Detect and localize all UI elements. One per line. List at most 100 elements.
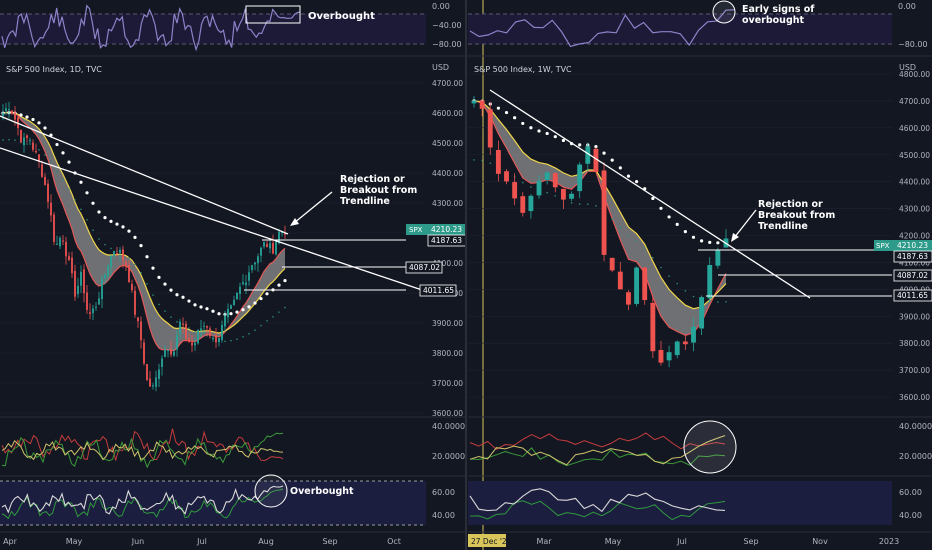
left-slow-ma-dot bbox=[110, 247, 112, 250]
right-ma-dot bbox=[529, 126, 533, 130]
left-adx-line bbox=[1, 439, 284, 461]
right-candle-body bbox=[471, 100, 477, 104]
right-slow-ma-dot bbox=[521, 181, 524, 184]
left-candle-body bbox=[95, 306, 97, 308]
left-ma-dot bbox=[247, 305, 251, 309]
left-candle-body bbox=[173, 351, 175, 356]
left-candle-body bbox=[119, 249, 121, 253]
left-candle-body bbox=[14, 112, 16, 120]
right-slow-ma-dot bbox=[578, 203, 581, 205]
right-candle-body bbox=[577, 164, 583, 192]
left-ma-dot bbox=[79, 180, 83, 184]
left-candle-body bbox=[188, 338, 190, 342]
left-slow-ma-dot bbox=[170, 316, 172, 318]
right-level-badge-2 bbox=[893, 269, 932, 282]
left-slow-ma-dot bbox=[38, 149, 40, 151]
left-slow-ma-dot bbox=[272, 316, 274, 318]
right-slow-ma-dot bbox=[668, 275, 670, 277]
right-stoch-tick-1: 40.00 bbox=[899, 511, 922, 520]
left-dmi-pane: 40.0000 20.0000 bbox=[1, 422, 465, 469]
right-time-axis: Mar May Jul Sep Nov 2023 bbox=[536, 537, 899, 546]
left-ma-dot bbox=[31, 117, 35, 122]
right-trendline bbox=[489, 89, 811, 299]
left-candle-body bbox=[161, 358, 163, 367]
left-candle-body bbox=[182, 323, 184, 325]
left-candle-body bbox=[62, 240, 64, 242]
right-ma-dot bbox=[578, 143, 582, 147]
left-y-tick-label: 3900.00 bbox=[432, 319, 463, 328]
left-slow-ma-dot bbox=[254, 329, 256, 331]
left-candle-body bbox=[44, 176, 46, 186]
right-slow-ma-dot bbox=[643, 247, 646, 249]
left-ma-dot bbox=[43, 126, 47, 130]
left-candle-body bbox=[128, 264, 130, 283]
left-candle-body bbox=[98, 298, 100, 305]
left-candle-body bbox=[164, 349, 166, 357]
right-candle-body bbox=[609, 257, 615, 271]
left-ma-dot bbox=[133, 235, 137, 240]
left-slow-ma-dot bbox=[104, 243, 106, 246]
left-y-tick-label: 4700.00 bbox=[432, 79, 463, 88]
left-slow-ma-dot bbox=[140, 271, 142, 274]
right-ma-dot bbox=[708, 240, 712, 244]
left-level-badge-3 bbox=[419, 284, 457, 297]
right-month-label: Sep bbox=[743, 537, 758, 546]
left-ema-slow-line bbox=[2, 111, 286, 334]
right-top-tick-1: −80.00 bbox=[898, 40, 928, 49]
right-price-badge bbox=[894, 240, 932, 251]
right-y-tick-label: 4800.00 bbox=[899, 70, 930, 79]
right-candle-body bbox=[487, 109, 493, 148]
left-candle-body bbox=[224, 315, 226, 327]
left-slow-ma-dot bbox=[278, 311, 280, 313]
right-slow-ma-dot bbox=[717, 301, 719, 303]
left-ma-dot bbox=[103, 216, 107, 220]
left-candle-body bbox=[185, 323, 187, 339]
left-spx-tag bbox=[406, 224, 428, 235]
right-ma-dot bbox=[700, 239, 704, 243]
right-candle-body bbox=[658, 350, 664, 363]
left-slow-ma-dot bbox=[194, 331, 196, 333]
left-ma-dot bbox=[205, 307, 209, 311]
right-ema-slow-line bbox=[473, 100, 727, 310]
right-ma-dot bbox=[513, 116, 517, 120]
left-ma-dot bbox=[265, 292, 269, 296]
right-level-badge-1-text: 4187.63 bbox=[897, 252, 928, 261]
left-slow-ma-dot bbox=[134, 263, 136, 266]
left-month-label: Jul bbox=[196, 537, 207, 546]
left-stoch-tick-0: 60.00 bbox=[432, 488, 455, 497]
right-ma-dot bbox=[618, 166, 622, 170]
left-level-badge-2 bbox=[405, 261, 443, 274]
left-ma-dot bbox=[151, 266, 155, 270]
left-slow-ma-dot bbox=[188, 327, 190, 329]
left-candle-body bbox=[59, 237, 61, 247]
right-candle-body bbox=[552, 173, 558, 188]
right-ma-dot bbox=[553, 135, 557, 139]
left-slow-ma-dot bbox=[260, 324, 262, 327]
left-candle-body bbox=[248, 272, 250, 281]
left-ma-dot bbox=[115, 222, 119, 226]
left-candle-body bbox=[83, 269, 85, 294]
left-y-tick-label: 4500.00 bbox=[432, 139, 463, 148]
left-ma-dot bbox=[109, 219, 113, 224]
left-slow-ma-dot bbox=[266, 320, 268, 322]
right-candle-body bbox=[682, 341, 688, 345]
left-spx-tag-label: SPX bbox=[409, 226, 423, 234]
right-candle-body bbox=[528, 195, 534, 212]
left-ma-dot bbox=[19, 113, 23, 117]
right-slow-ma-dot bbox=[554, 195, 557, 197]
left-ma-dot bbox=[181, 295, 185, 299]
left-overbought-circle bbox=[254, 474, 288, 508]
left-candle-body bbox=[272, 243, 274, 254]
right-slow-ma-dot bbox=[652, 256, 654, 259]
left-candle-body bbox=[179, 321, 181, 334]
right-adx-line bbox=[469, 435, 726, 466]
left-ma-dot bbox=[85, 191, 89, 195]
left-candle-body bbox=[200, 328, 202, 331]
left-ma-dot bbox=[217, 312, 221, 316]
left-top-overbought-box bbox=[245, 5, 301, 24]
right-dmi-tick-0: 40.0000 bbox=[899, 422, 932, 431]
right-y-tick-label: 4300.00 bbox=[899, 205, 930, 214]
right-candle-body bbox=[495, 149, 501, 174]
right-top-tick-0: 0.00 bbox=[898, 2, 916, 11]
right-candle-body bbox=[707, 264, 713, 299]
